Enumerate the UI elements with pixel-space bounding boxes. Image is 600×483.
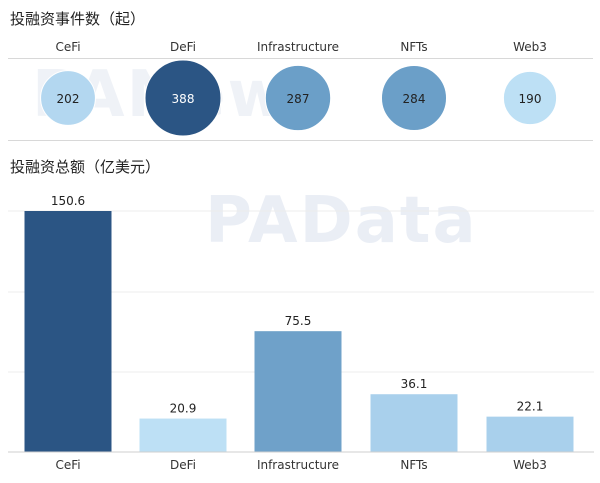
bar-value-label: 150.6	[51, 194, 85, 208]
bar	[254, 331, 342, 452]
bubble-value-label: 190	[519, 92, 542, 106]
bubble-category-label: CeFi	[55, 40, 80, 54]
bar-value-label: 22.1	[517, 400, 544, 414]
bar-category-label: DeFi	[170, 458, 196, 472]
bar	[24, 211, 112, 452]
bar-chart-title: 投融资总额（亿美元）	[10, 158, 161, 176]
section-divider	[8, 140, 593, 141]
bubble-category-label: DeFi	[170, 40, 196, 54]
bubble	[502, 70, 558, 126]
bubble	[380, 64, 448, 132]
bar-category-label: NFTs	[400, 458, 427, 472]
bubble-value-label: 388	[172, 92, 195, 106]
bar	[370, 394, 458, 452]
bar	[139, 418, 227, 452]
bubble-header-divider	[8, 58, 593, 59]
bar-category-label: Web3	[513, 458, 547, 472]
bubble-category-label: Web3	[513, 40, 547, 54]
bubble-category-label: NFTs	[400, 40, 427, 54]
bubble-category-label: Infrastructure	[257, 40, 339, 54]
bar-value-label: 36.1	[401, 377, 428, 391]
bar-category-label: Infrastructure	[257, 458, 339, 472]
bar-category-label: CeFi	[55, 458, 80, 472]
bubble-chart-title: 投融资事件数（起）	[10, 10, 146, 28]
bubble-value-label: 287	[287, 92, 310, 106]
bubble	[40, 70, 96, 126]
bubble	[144, 59, 222, 137]
bubble-value-label: 202	[57, 92, 80, 106]
bar-value-label: 75.5	[285, 314, 312, 328]
bubble-value-label: 284	[403, 92, 426, 106]
bubble	[264, 64, 332, 132]
bar-value-label: 20.9	[170, 402, 197, 416]
bar	[486, 416, 574, 452]
